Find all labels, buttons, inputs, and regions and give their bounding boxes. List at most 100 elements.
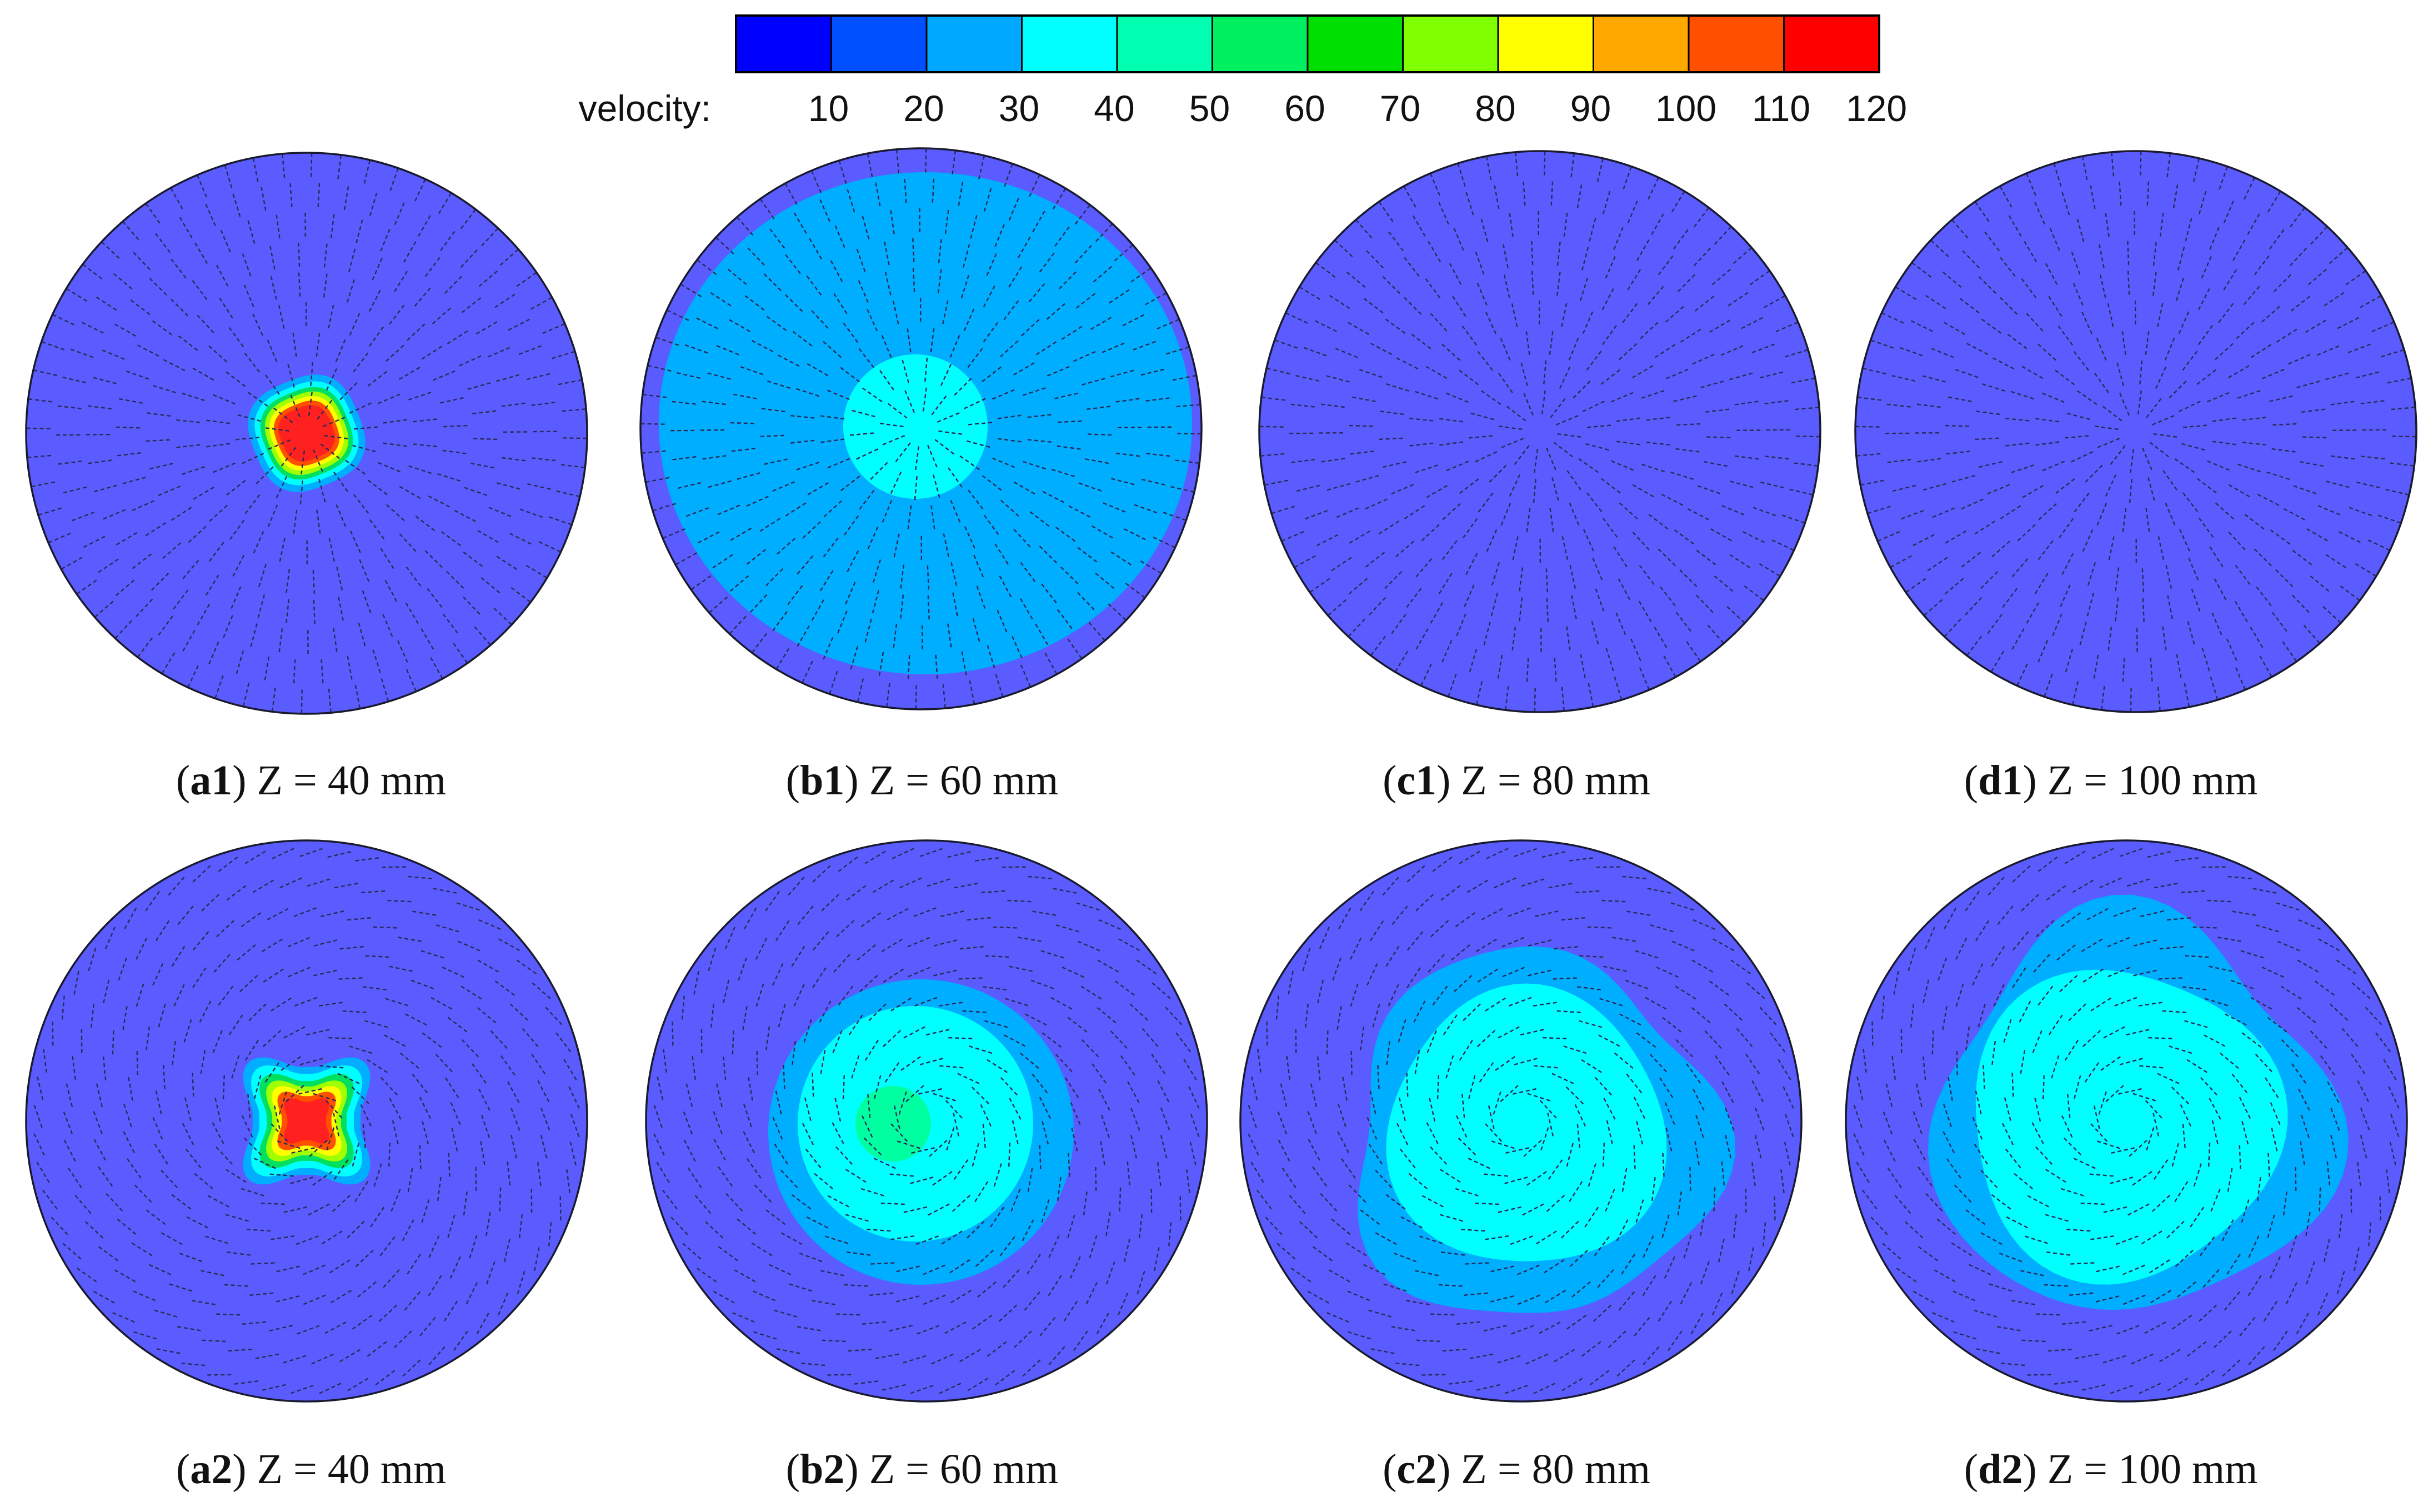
velocity-vector [907,505,912,530]
velocity-vector [218,297,233,319]
velocity-vector [696,1267,717,1283]
velocity-vector [1365,249,1384,269]
velocity-vector [569,1141,577,1166]
velocity-vector [282,1355,307,1364]
velocity-vector [994,1370,1015,1386]
velocity-vector [1503,274,1510,298]
velocity-vector [1789,488,1814,496]
velocity-vector [397,640,409,664]
velocity-vector [2296,1007,2317,1024]
velocity-vector [501,402,526,407]
velocity-vector [555,1032,572,1053]
velocity-vector [763,273,782,292]
velocity-vector [1917,1165,1933,1187]
velocity-vector [192,967,207,988]
legend-tick-label: 70 [1380,88,1420,129]
velocity-vector [2131,1171,2152,1186]
velocity-vector [354,1181,369,1203]
velocity-vector [835,1146,853,1165]
velocity-vector [1403,256,1420,277]
velocity-vector [2339,531,2361,543]
velocity-vector [765,1025,770,1050]
velocity-vector [1340,1158,1356,1179]
velocity-vector [903,1206,928,1213]
velocity-vector [959,1349,981,1363]
velocity-vector [2247,213,2261,235]
velocity-vector [2145,1100,2163,1119]
velocity-vector [2116,1325,2140,1335]
velocity-vector [2146,398,2162,418]
velocity-vector [1085,458,1109,464]
velocity-vector [275,1295,300,1303]
velocity-vector [1990,650,2005,673]
panel-c1: (c1) Z = 80 mm [1258,150,1821,804]
velocity-vector [273,1105,281,1129]
velocity-vector [1509,997,1533,1007]
velocity-vector [713,1110,723,1134]
velocity-vector [1886,403,1911,408]
velocity-vector [2041,460,2065,472]
velocity-vector [346,1220,365,1239]
velocity-vector [369,519,385,540]
velocity-vector [1463,1003,1481,1022]
velocity-vector [133,1331,157,1340]
velocity-vector [1425,485,1448,499]
velocity-vector [1370,1348,1395,1354]
velocity-field-d2 [1845,839,2408,1403]
velocity-vector [1451,944,1471,961]
velocity-vector [819,198,830,222]
velocity-vector [2113,907,2137,917]
velocity-vector [1486,847,1509,859]
velocity-vector [1665,368,1689,379]
velocity-vector [503,1238,510,1263]
velocity-vector [2051,1054,2060,1079]
velocity-vector [1528,969,1552,977]
velocity-vector [2008,214,2022,237]
velocity-vector [655,336,679,346]
velocity-vector [1765,455,1790,460]
velocity-vector [1048,1235,1060,1259]
velocity-vector [1458,369,1479,385]
velocity-vector [2042,1074,2045,1099]
velocity-vector [1721,505,1745,516]
velocity-vector [742,1005,748,1030]
velocity-vector [63,1139,76,1162]
velocity-vector [724,926,736,949]
velocity-vector [922,387,928,412]
velocity-vector [1588,683,1594,708]
velocity-vector [1983,1064,1985,1089]
velocity-vector [1512,536,1519,561]
velocity-vector [1694,295,1715,312]
velocity-vector [518,345,542,355]
velocity-vector [129,299,151,316]
velocity-vector [2061,553,2074,575]
velocity-vector [2069,1292,2094,1296]
velocity-vector [1114,244,1134,262]
velocity-vector [1595,588,1605,612]
velocity-vector [1686,641,1701,662]
velocity-vector [1569,1249,1588,1268]
velocity-vector [1480,218,1489,242]
velocity-vector [2026,602,2039,624]
velocity-vector [183,1019,192,1043]
velocity-vector [2074,1074,2081,1099]
velocity-vector [967,347,984,368]
velocity-vector [507,1161,511,1186]
velocity-vector [1039,1097,1052,1120]
velocity-vector [488,507,512,518]
velocity-vector [1425,1122,1439,1144]
velocity-vector [971,1314,993,1330]
velocity-vector [2012,967,2027,988]
velocity-vector [778,1003,786,1028]
velocity-vector [2102,1355,2126,1364]
velocity-vector [1635,950,1659,959]
velocity-vector [750,1242,773,1256]
velocity-vector [1441,343,1460,361]
velocity-vector [244,494,261,515]
velocity-vector [1474,1202,1499,1205]
velocity-vector [332,1194,351,1213]
velocity-vector [2053,1380,2078,1385]
velocity-vector [1544,151,1546,176]
velocity-vector [913,907,937,917]
velocity-vector [1561,687,1565,712]
